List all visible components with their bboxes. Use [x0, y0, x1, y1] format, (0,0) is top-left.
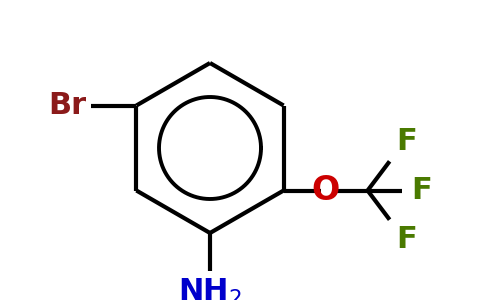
Text: F: F — [396, 127, 417, 156]
Text: O: O — [312, 174, 340, 207]
Text: F: F — [396, 225, 417, 254]
Text: NH$_2$: NH$_2$ — [178, 277, 242, 300]
Text: Br: Br — [48, 91, 86, 120]
Text: F: F — [411, 176, 432, 205]
